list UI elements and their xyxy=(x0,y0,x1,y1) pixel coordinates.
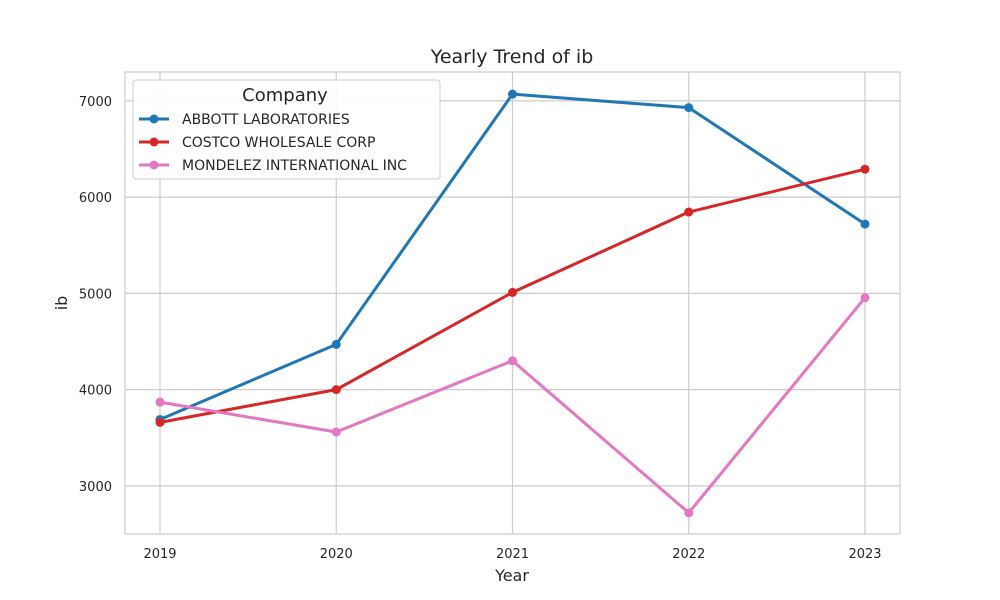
legend-swatch-marker xyxy=(149,137,159,147)
x-tick-label: 2022 xyxy=(672,547,705,562)
series-group xyxy=(155,89,870,518)
y-tick-label: 5000 xyxy=(79,287,112,302)
x-tick-label: 2023 xyxy=(848,547,881,562)
x-tick-label: 2021 xyxy=(496,547,529,562)
legend-label: ABBOTT LABORATORIES xyxy=(182,112,350,128)
y-axis-title: ib xyxy=(52,296,71,311)
data-point xyxy=(508,356,517,366)
legend-entry: MONDELEZ INTERNATIONAL INC xyxy=(139,158,407,174)
x-tick-label: 2019 xyxy=(143,547,176,562)
legend: Company ABBOTT LABORATORIES COSTCO WHOLES… xyxy=(132,79,441,180)
y-tick-label: 7000 xyxy=(79,95,112,110)
y-axis-ticks: 3000 4000 5000 6000 7000 xyxy=(79,95,112,495)
data-point xyxy=(684,103,694,113)
grid xyxy=(125,72,900,534)
series-2 xyxy=(155,293,870,518)
data-point xyxy=(331,339,341,349)
y-tick-label: 6000 xyxy=(79,191,112,206)
data-point xyxy=(860,293,870,303)
data-point xyxy=(155,397,165,407)
data-point xyxy=(155,417,165,427)
data-point xyxy=(331,385,341,395)
y-tick-label: 4000 xyxy=(79,384,112,399)
legend-swatch-marker xyxy=(149,160,159,170)
data-point xyxy=(331,427,341,437)
x-tick-label: 2020 xyxy=(320,547,353,562)
legend-entries: ABBOTT LABORATORIES COSTCO WHOLESALE CORP… xyxy=(139,112,407,174)
data-point xyxy=(684,508,694,518)
legend-entry: ABBOTT LABORATORIES xyxy=(139,112,350,128)
legend-swatch-marker xyxy=(149,114,159,124)
series-1 xyxy=(155,164,870,427)
chart-title: Yearly Trend of ib xyxy=(430,46,594,68)
data-point xyxy=(684,207,694,217)
legend-label: COSTCO WHOLESALE CORP xyxy=(182,135,375,151)
x-axis-title: Year xyxy=(494,566,529,585)
data-point xyxy=(508,287,517,297)
data-point xyxy=(860,219,870,229)
legend-label: MONDELEZ INTERNATIONAL INC xyxy=(182,158,407,174)
legend-entry: COSTCO WHOLESALE CORP xyxy=(139,135,375,151)
data-point xyxy=(508,89,517,99)
x-axis-ticks: 2019 2020 2021 2022 2023 xyxy=(143,547,881,562)
plot-frame xyxy=(124,71,901,535)
legend-box xyxy=(132,79,441,180)
legend-title: Company xyxy=(242,85,328,106)
y-tick-label: 3000 xyxy=(79,480,112,495)
data-point xyxy=(860,164,870,174)
